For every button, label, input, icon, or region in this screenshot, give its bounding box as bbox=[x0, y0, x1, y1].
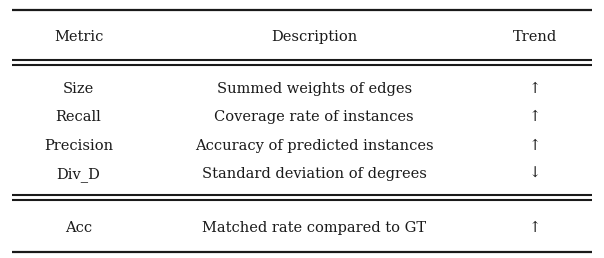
Text: ↑: ↑ bbox=[528, 221, 541, 235]
Text: Description: Description bbox=[271, 30, 357, 44]
Text: Standard deviation of degrees: Standard deviation of degrees bbox=[202, 167, 426, 181]
Text: Precision: Precision bbox=[44, 139, 113, 153]
Text: Trend: Trend bbox=[512, 30, 557, 44]
Text: ↑: ↑ bbox=[528, 110, 541, 124]
Text: Size: Size bbox=[63, 82, 94, 96]
Text: Acc: Acc bbox=[65, 221, 92, 235]
Text: ↑: ↑ bbox=[528, 82, 541, 96]
Text: Div_D: Div_D bbox=[57, 167, 100, 182]
Text: Matched rate compared to GT: Matched rate compared to GT bbox=[202, 221, 426, 235]
Text: ↑: ↑ bbox=[528, 139, 541, 153]
Text: Accuracy of predicted instances: Accuracy of predicted instances bbox=[194, 139, 434, 153]
Text: ↓: ↓ bbox=[528, 167, 541, 181]
Text: Recall: Recall bbox=[56, 110, 101, 124]
Text: Coverage rate of instances: Coverage rate of instances bbox=[214, 110, 414, 124]
Text: Summed weights of edges: Summed weights of edges bbox=[216, 82, 412, 96]
Text: Metric: Metric bbox=[54, 30, 103, 44]
